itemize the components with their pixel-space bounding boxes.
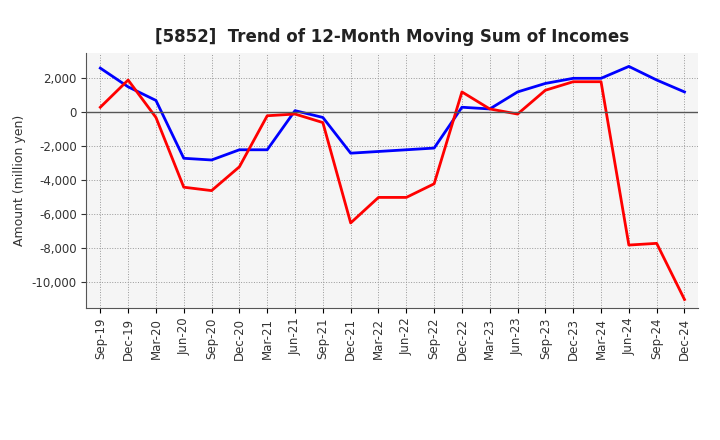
Net Income — [541, 88, 550, 93]
Net Income — [235, 164, 243, 169]
Ordinary Income — [652, 77, 661, 83]
Net Income — [96, 105, 104, 110]
Title: [5852]  Trend of 12-Month Moving Sum of Incomes: [5852] Trend of 12-Month Moving Sum of I… — [156, 28, 629, 46]
Net Income — [513, 111, 522, 117]
Line: Net Income: Net Income — [100, 80, 685, 300]
Ordinary Income — [96, 66, 104, 71]
Ordinary Income — [513, 89, 522, 95]
Ordinary Income — [346, 150, 355, 156]
Ordinary Income — [291, 108, 300, 113]
Net Income — [179, 184, 188, 190]
Ordinary Income — [485, 106, 494, 112]
Ordinary Income — [374, 149, 383, 154]
Ordinary Income — [680, 89, 689, 95]
Ordinary Income — [402, 147, 410, 152]
Ordinary Income — [263, 147, 271, 152]
Net Income — [624, 242, 633, 248]
Net Income — [430, 181, 438, 187]
Ordinary Income — [430, 146, 438, 151]
Ordinary Income — [624, 64, 633, 69]
Ordinary Income — [597, 76, 606, 81]
Net Income — [402, 195, 410, 200]
Ordinary Income — [541, 81, 550, 86]
Net Income — [652, 241, 661, 246]
Y-axis label: Amount (million yen): Amount (million yen) — [13, 115, 26, 246]
Net Income — [597, 79, 606, 84]
Ordinary Income — [179, 156, 188, 161]
Ordinary Income — [235, 147, 243, 152]
Ordinary Income — [124, 84, 132, 89]
Ordinary Income — [569, 76, 577, 81]
Line: Ordinary Income: Ordinary Income — [100, 66, 685, 160]
Ordinary Income — [458, 105, 467, 110]
Net Income — [374, 195, 383, 200]
Net Income — [263, 113, 271, 118]
Net Income — [124, 77, 132, 83]
Net Income — [680, 297, 689, 302]
Ordinary Income — [152, 98, 161, 103]
Ordinary Income — [318, 115, 327, 120]
Net Income — [207, 188, 216, 193]
Net Income — [152, 115, 161, 120]
Net Income — [569, 79, 577, 84]
Net Income — [291, 111, 300, 117]
Net Income — [318, 120, 327, 125]
Ordinary Income — [207, 158, 216, 163]
Net Income — [346, 220, 355, 226]
Net Income — [458, 89, 467, 95]
Net Income — [485, 106, 494, 112]
